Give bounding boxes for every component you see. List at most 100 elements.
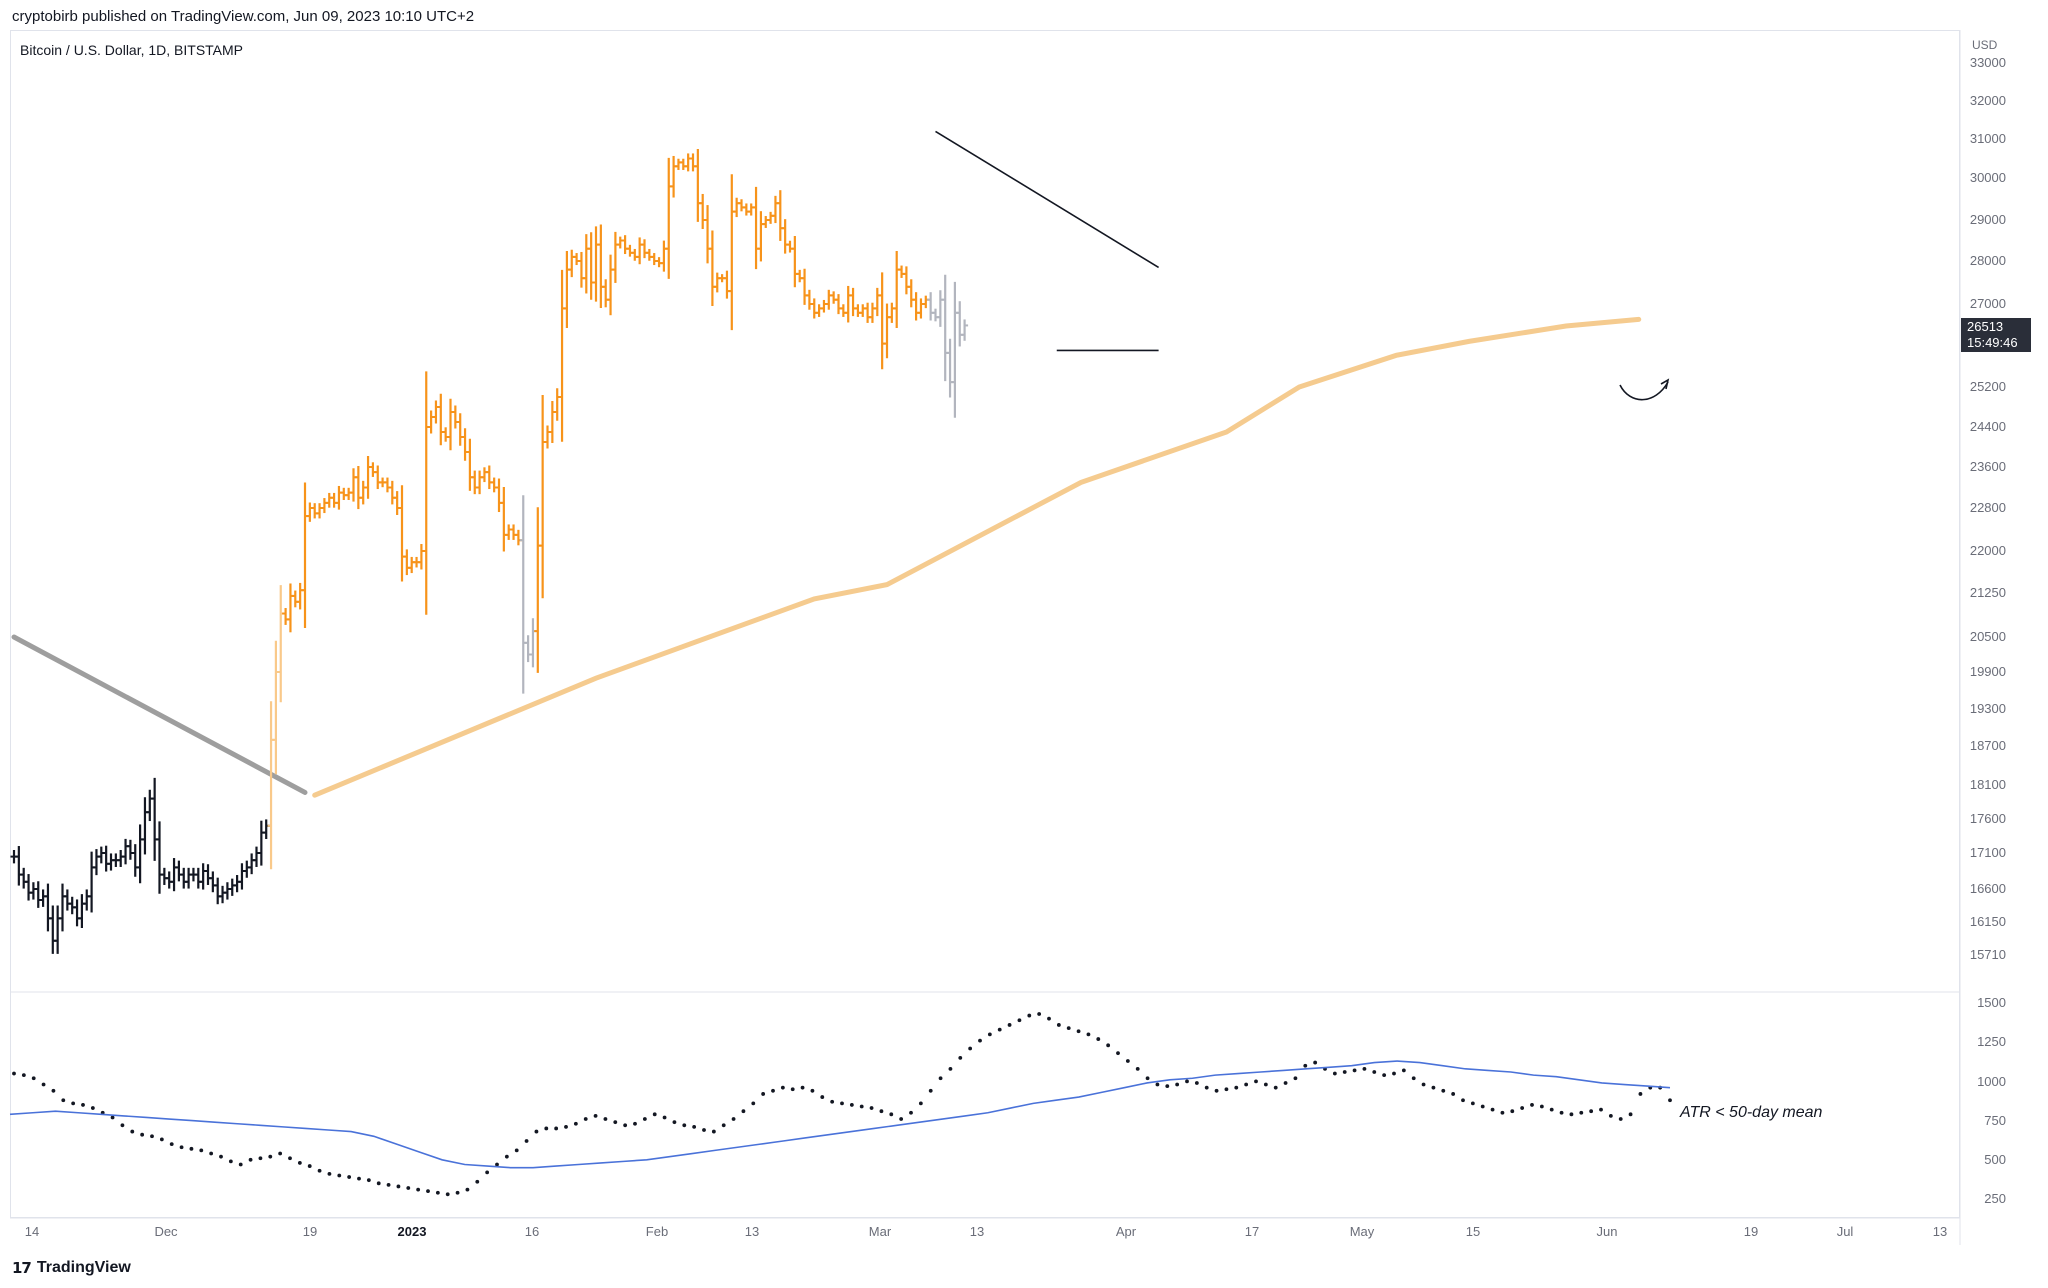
ohlc-bar xyxy=(471,470,479,495)
ohlc-bar xyxy=(500,486,508,552)
ohlc-bar xyxy=(257,820,265,866)
atr-dot xyxy=(150,1134,154,1139)
ohlc-bar xyxy=(417,544,425,570)
atr-dot xyxy=(1411,1076,1416,1081)
ohlc-bar xyxy=(544,425,551,449)
ohlc-bar xyxy=(631,248,639,261)
ohlc-bar xyxy=(151,777,159,861)
atr-mean-line xyxy=(9,1060,1671,1169)
ohlc-bar xyxy=(354,466,362,510)
ohlc-bar xyxy=(88,851,96,913)
ohlc-bar xyxy=(553,388,561,421)
atr-dot xyxy=(1056,1023,1061,1027)
ohlc-bar xyxy=(670,155,678,198)
ohlc-bar xyxy=(573,253,581,266)
atr-dot xyxy=(1066,1026,1071,1030)
atr-dot xyxy=(1628,1112,1633,1117)
time-tick-label: 19 xyxy=(303,1224,317,1239)
curved-arrow-head xyxy=(1660,378,1670,390)
price-tick-label: 18700 xyxy=(1970,738,2006,753)
atr-dot xyxy=(662,1115,667,1120)
ohlc-bar xyxy=(805,289,813,310)
atr-dot xyxy=(1530,1103,1534,1107)
ohlc-bar xyxy=(282,608,290,625)
atr-dot xyxy=(90,1106,95,1110)
atr-dot xyxy=(1668,1098,1672,1103)
bar-countdown: 15:49:46 xyxy=(1967,335,2018,350)
ohlc-bar xyxy=(941,274,949,382)
atr-dot xyxy=(928,1088,933,1093)
ohlc-bar xyxy=(582,234,590,294)
atr-dot xyxy=(248,1157,253,1162)
time-tick-label: Jul xyxy=(1837,1224,1854,1239)
atr-dot xyxy=(465,1187,470,1192)
atr-dot xyxy=(81,1103,85,1107)
ohlc-bar xyxy=(175,860,183,882)
ohlc-bar xyxy=(849,287,857,317)
atr-dot xyxy=(721,1123,726,1128)
atr-dot xyxy=(751,1101,756,1106)
ohlc-bar xyxy=(214,877,222,905)
atr-dot xyxy=(1579,1110,1584,1115)
price-axis: 3300032000310003000029000280002700026000… xyxy=(1970,55,2006,1206)
atr-dot xyxy=(800,1085,805,1090)
atr-dot xyxy=(1224,1087,1229,1092)
atr-dot xyxy=(169,1142,174,1147)
ohlc-bar xyxy=(466,438,474,491)
ohlc-bar xyxy=(34,881,42,908)
time-tick-label: Jun xyxy=(1597,1224,1618,1239)
atr-dot xyxy=(51,1088,56,1093)
atr-dot xyxy=(1244,1082,1249,1087)
ohlc-bar xyxy=(29,882,37,900)
atr-dot xyxy=(997,1027,1002,1032)
ohlc-bar xyxy=(786,240,794,253)
symbol-info[interactable]: Bitcoin / U.S. Dollar, 1D, BITSTAMP xyxy=(20,42,244,58)
ohlc-bar xyxy=(160,867,168,885)
ohlc-bar xyxy=(907,279,915,308)
ohlc-bar xyxy=(607,254,615,316)
ohlc-bar xyxy=(403,549,411,576)
ohlc-bar xyxy=(674,158,682,170)
price-tick-label: 32000 xyxy=(1970,93,2006,108)
tradingview-footer[interactable]: 17 TradingView xyxy=(12,1259,131,1277)
time-tick-label: 15 xyxy=(1466,1224,1480,1239)
atr-dot xyxy=(1362,1066,1367,1071)
ohlc-bar xyxy=(728,174,736,331)
atr-dot xyxy=(189,1146,194,1151)
ohlc-bar xyxy=(679,158,687,170)
ohlc-bar xyxy=(68,896,76,915)
ohlc-bar xyxy=(495,478,503,513)
ohlc-bar xyxy=(626,244,634,257)
ohlc-bar xyxy=(209,871,217,893)
ohlc-bar xyxy=(951,281,959,418)
ohlc-bar xyxy=(893,250,901,328)
price-tick-label: 27000 xyxy=(1970,296,2006,311)
atr-dot xyxy=(1569,1112,1574,1117)
ohlc-bar xyxy=(776,190,784,241)
atr-dot xyxy=(1638,1092,1643,1096)
atr-dot xyxy=(1047,1016,1051,1021)
price-tick-label: 22800 xyxy=(1970,500,2006,515)
ohlc-bar xyxy=(844,285,852,323)
ohlc-bar xyxy=(873,287,881,317)
atr-dot xyxy=(1549,1107,1554,1112)
atr-dot xyxy=(849,1103,854,1107)
atr-dot xyxy=(948,1066,953,1071)
ohlc-bar xyxy=(335,485,343,510)
atr-dot xyxy=(426,1189,430,1194)
ohlc-bar xyxy=(902,266,910,295)
ohlc-bar xyxy=(534,507,542,673)
price-tick-label: 23600 xyxy=(1970,459,2006,474)
ohlc-bar xyxy=(451,405,459,429)
ohlc-bar xyxy=(801,268,809,305)
price-tick-label: 20500 xyxy=(1970,629,2006,644)
ohlc-bar xyxy=(510,524,518,540)
atr-dot xyxy=(1135,1066,1140,1071)
ohlc-bar xyxy=(262,819,270,839)
atr-dot xyxy=(909,1110,913,1115)
atr-dot xyxy=(780,1085,785,1090)
ohlc-bar xyxy=(529,618,537,668)
ohlc-bar xyxy=(122,838,130,865)
time-tick-label: May xyxy=(1350,1224,1375,1239)
